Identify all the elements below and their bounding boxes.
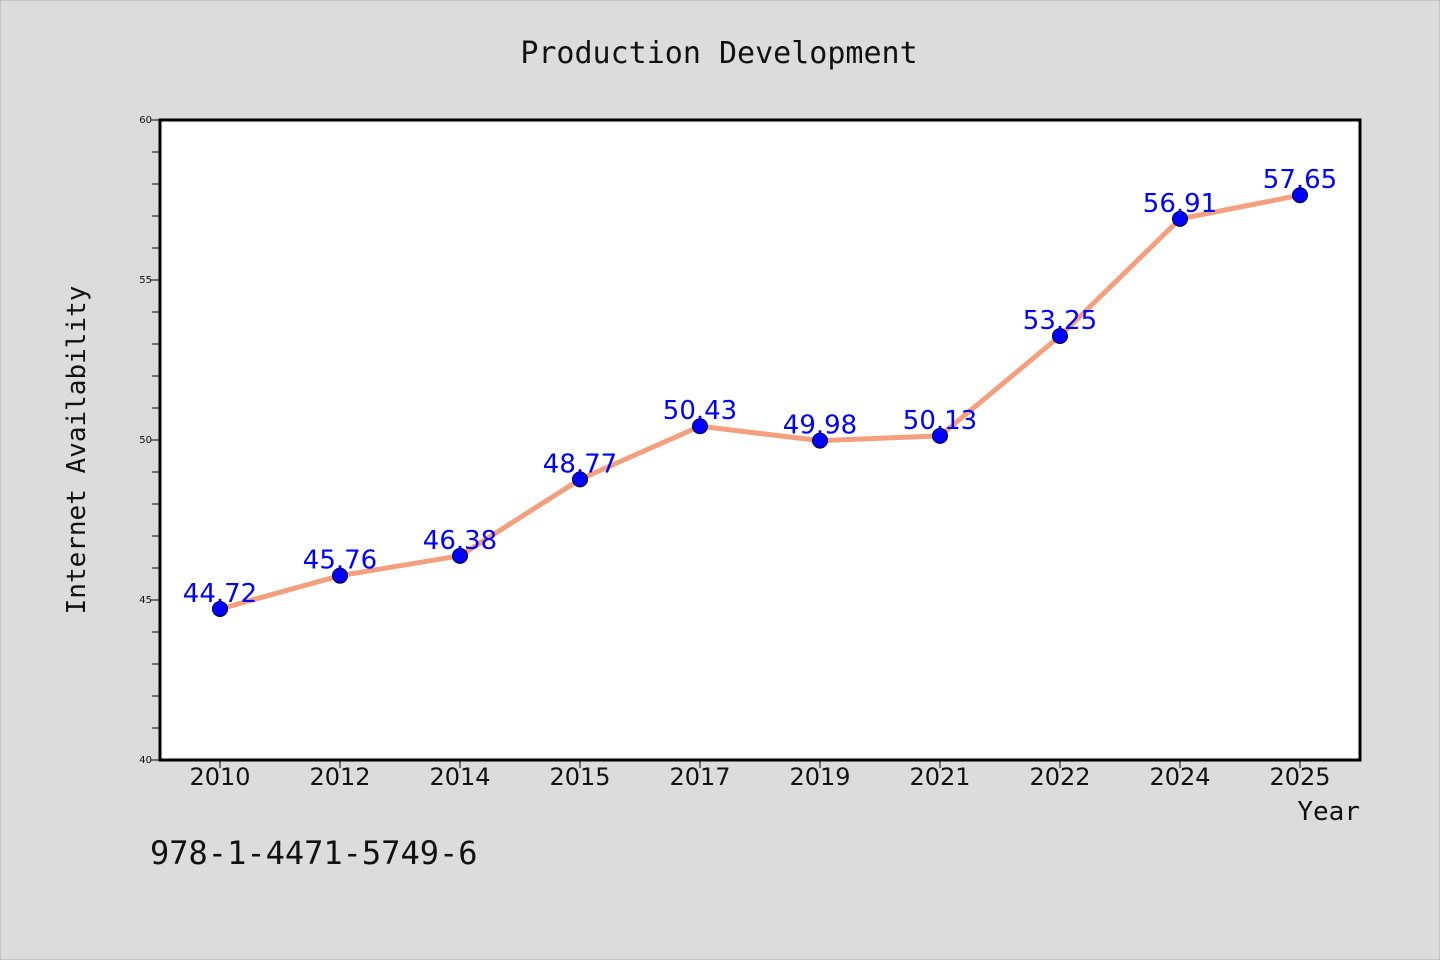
- x-tick-label: 2017: [669, 763, 730, 791]
- y-tick-label: 40: [139, 755, 152, 766]
- y-tick-label: 55: [139, 275, 152, 286]
- data-point: [572, 471, 588, 488]
- data-label: 56.91: [1143, 189, 1217, 219]
- data-point: [932, 427, 948, 444]
- data-point: [1292, 187, 1308, 204]
- data-label: 46.38: [423, 526, 497, 556]
- y-tick-label: 50: [139, 435, 152, 446]
- y-tick-label: 60: [139, 115, 152, 126]
- x-tick-label: 2015: [549, 763, 610, 791]
- x-axis: 2010 2012 2014 2015 2017 2019 2021 2022 2024 2025: [189, 760, 1331, 791]
- data-point: [812, 432, 828, 449]
- x-tick-label: 2014: [429, 763, 490, 791]
- x-tick-label: 2022: [1029, 763, 1090, 791]
- data-point: [212, 600, 228, 617]
- x-tick-label: 2012: [309, 763, 370, 791]
- data-label: 57.65: [1263, 165, 1337, 195]
- data-label: 49.98: [783, 411, 857, 441]
- data-label: 44.72: [183, 579, 257, 609]
- y-axis-label: Internet Availability: [62, 286, 92, 615]
- x-tick-label: 2019: [789, 763, 850, 791]
- data-point: [1172, 210, 1188, 227]
- isbn-text: 978-1-4471-5749-6: [150, 834, 478, 872]
- y-axis: 40 45 50 55 60: [139, 115, 160, 766]
- plot-area: [158, 118, 1362, 762]
- x-axis-label: Year: [1297, 797, 1360, 827]
- x-tick-label: 2024: [1149, 763, 1210, 791]
- y-tick-label: 45: [139, 595, 152, 606]
- chart-title: Production Development: [520, 36, 917, 71]
- data-labels-layer: 44.72 45.76 46.38 48.77 50.43 49.98 50.13 53.25…: [183, 165, 1337, 609]
- data-point: [452, 547, 468, 564]
- x-tick-label: 2025: [1269, 763, 1330, 791]
- data-label: 53.25: [1023, 306, 1097, 336]
- x-tick-label: 2010: [189, 763, 250, 791]
- series-layer: [212, 187, 1308, 617]
- x-tick-label: 2021: [909, 763, 970, 791]
- data-label: 45.76: [303, 546, 377, 576]
- data-point: [332, 567, 348, 584]
- data-label: 50.43: [663, 396, 737, 426]
- data-label: 50.13: [903, 406, 977, 436]
- data-point: [692, 418, 708, 435]
- data-point: [1052, 328, 1068, 344]
- data-label: 48.77: [543, 449, 617, 479]
- series-line: [217, 192, 1303, 612]
